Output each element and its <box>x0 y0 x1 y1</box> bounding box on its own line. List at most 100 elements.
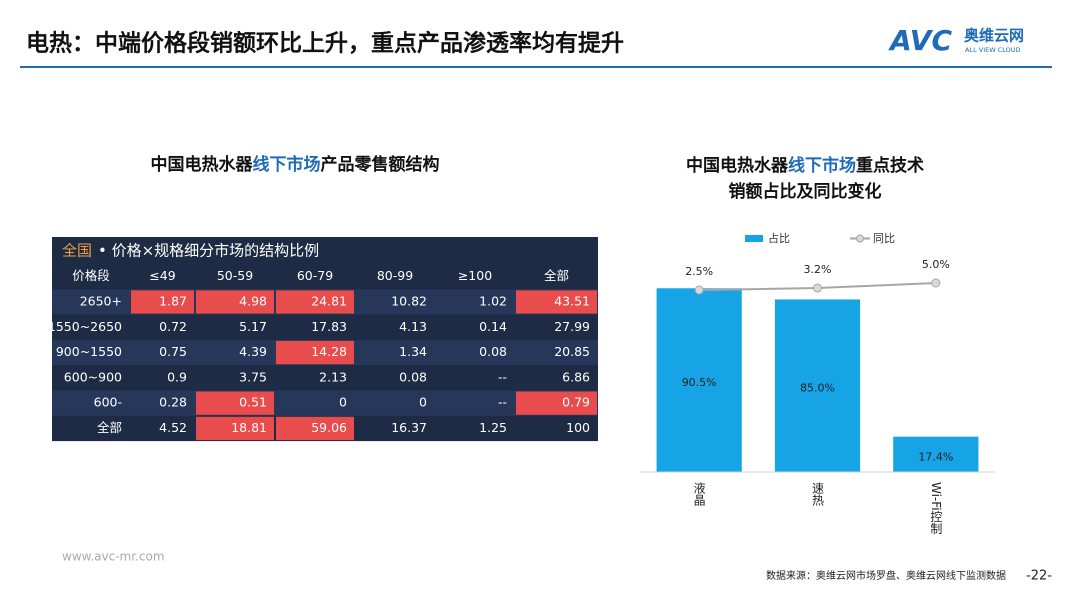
table-cell: 900~1550 <box>56 344 122 359</box>
table-cell: 100 <box>566 420 590 435</box>
value-label: 5.0% <box>922 258 950 271</box>
table-cell: 1.02 <box>479 293 507 308</box>
title-part: 线下市场 <box>788 155 856 176</box>
table-cell: 全部 <box>97 420 122 435</box>
table-header: ≤49 <box>149 268 175 283</box>
table-cell: 16.37 <box>391 420 427 435</box>
highlight-cell <box>196 416 274 441</box>
highlight-cell <box>131 290 194 314</box>
table-caption: • 价格×规格细分市场的结构比例 <box>98 242 319 260</box>
line-point <box>931 278 941 288</box>
table-cell: 17.83 <box>311 319 347 334</box>
x-tick-label: Wi-Fi控制 <box>929 482 943 535</box>
table-header: 60-79 <box>297 268 333 283</box>
left-title: 中国电热水器线下市场产品零售额结构 <box>151 154 440 175</box>
table-cell: 0.14 <box>479 319 507 334</box>
table-cell: 0 <box>419 395 427 410</box>
title-part: 中国电热水器 <box>686 155 789 176</box>
table-row <box>52 314 598 340</box>
table-cell: 0.08 <box>399 369 427 384</box>
title-part: 中国电热水器 <box>151 154 254 175</box>
table-cell: 4.98 <box>239 293 267 308</box>
table-cell: 1.87 <box>159 293 187 308</box>
table-cell: 0.28 <box>159 395 187 410</box>
table-region: 全国 <box>62 242 92 260</box>
table-header: 全部 <box>544 268 569 283</box>
table-cell: 0.9 <box>167 369 187 384</box>
title-part: 重点技术 <box>856 155 924 176</box>
table-cell: 0.72 <box>159 319 187 334</box>
table-cell: 0.08 <box>479 344 507 359</box>
table-cell: 0.79 <box>562 395 590 410</box>
legend-label: 同比 <box>873 232 895 245</box>
page-number: -22- <box>1026 569 1052 584</box>
table-cell: 18.81 <box>231 420 267 435</box>
value-label: 3.2% <box>804 263 832 276</box>
logo-sub: ALL VIEW CLOUD <box>965 46 1021 54</box>
line-point <box>694 285 704 295</box>
table-cell: 43.51 <box>554 293 590 308</box>
table-header: 80-99 <box>377 268 413 283</box>
table-cell: 0.75 <box>159 344 187 359</box>
table-cell: 59.06 <box>311 420 347 435</box>
highlight-cell <box>196 391 274 415</box>
value-label: 85.0% <box>800 382 835 395</box>
value-label: 90.5% <box>682 376 717 389</box>
legend-label: 占比 <box>768 231 790 245</box>
table-cell: 4.52 <box>159 420 187 435</box>
highlight-cell <box>276 290 354 314</box>
bar <box>893 436 979 472</box>
table-cell: 4.39 <box>239 344 267 359</box>
bar <box>656 288 742 472</box>
highlight-cell <box>276 416 354 441</box>
chart-title: 销额占比及同比变化 <box>729 181 882 202</box>
logo-name: 奥维云网 <box>964 27 1024 45</box>
highlight-cell <box>516 290 597 314</box>
table-cell: 24.81 <box>311 293 347 308</box>
table-cell: 3.75 <box>239 369 267 384</box>
table-cell: 1550~2650 <box>48 319 122 334</box>
footer-site: www.avc-mr.com <box>62 550 165 564</box>
highlight-cell <box>196 290 274 314</box>
table-row <box>52 390 598 416</box>
table-cell: 4.13 <box>399 319 427 334</box>
table-cell: -- <box>498 369 507 384</box>
legend-swatch <box>856 234 864 243</box>
logo-mark: AVC <box>888 24 952 57</box>
bar <box>774 299 861 472</box>
table-cell: 0.51 <box>239 395 267 410</box>
x-tick-label: 液晶 <box>692 481 706 507</box>
table-cell: 6.86 <box>562 369 590 384</box>
table-cell: 600~900 <box>64 369 122 384</box>
table-cell: -- <box>498 395 507 410</box>
highlight-cell <box>276 340 354 365</box>
table-cell: 600- <box>94 395 122 410</box>
table-cell: 20.85 <box>554 344 590 359</box>
table-cell: 1.34 <box>399 344 427 359</box>
table-header: 价格段 <box>72 268 110 283</box>
table-header: ≥100 <box>458 268 492 283</box>
title-part: 线下市场 <box>253 154 321 175</box>
x-tick-label: 速热 <box>811 482 825 507</box>
table-header: 50-59 <box>217 268 253 283</box>
slide-title: 电热：中端价格段销额环比上升，重点产品渗透率均有提升 <box>26 30 624 57</box>
table-cell: 10.82 <box>391 293 427 308</box>
table-row <box>52 365 598 391</box>
table-cell: 5.17 <box>239 319 267 334</box>
legend-swatch <box>745 235 763 242</box>
highlight-cell <box>516 391 597 415</box>
table-cell: 14.28 <box>311 344 347 359</box>
value-label: 17.4% <box>918 450 953 463</box>
value-label: 2.5% <box>685 265 713 278</box>
table-cell: 27.99 <box>554 319 590 334</box>
table-cell: 0 <box>339 395 347 410</box>
footer-source: 数据来源：奥维云网市场罗盘、奥维云网线下监测数据 <box>766 569 1006 582</box>
table-cell: 2.13 <box>319 369 347 384</box>
table-cell: 2650+ <box>80 293 122 308</box>
title-part: 销额占比及同比变化 <box>729 181 882 202</box>
chart-title: 中国电热水器线下市场重点技术 <box>686 155 924 176</box>
table-cell: 1.25 <box>479 420 507 435</box>
line-point <box>813 283 822 293</box>
title-part: 产品零售额结构 <box>321 154 440 175</box>
